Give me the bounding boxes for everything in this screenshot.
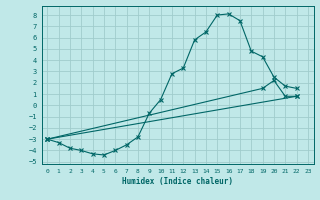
X-axis label: Humidex (Indice chaleur): Humidex (Indice chaleur) (122, 177, 233, 186)
